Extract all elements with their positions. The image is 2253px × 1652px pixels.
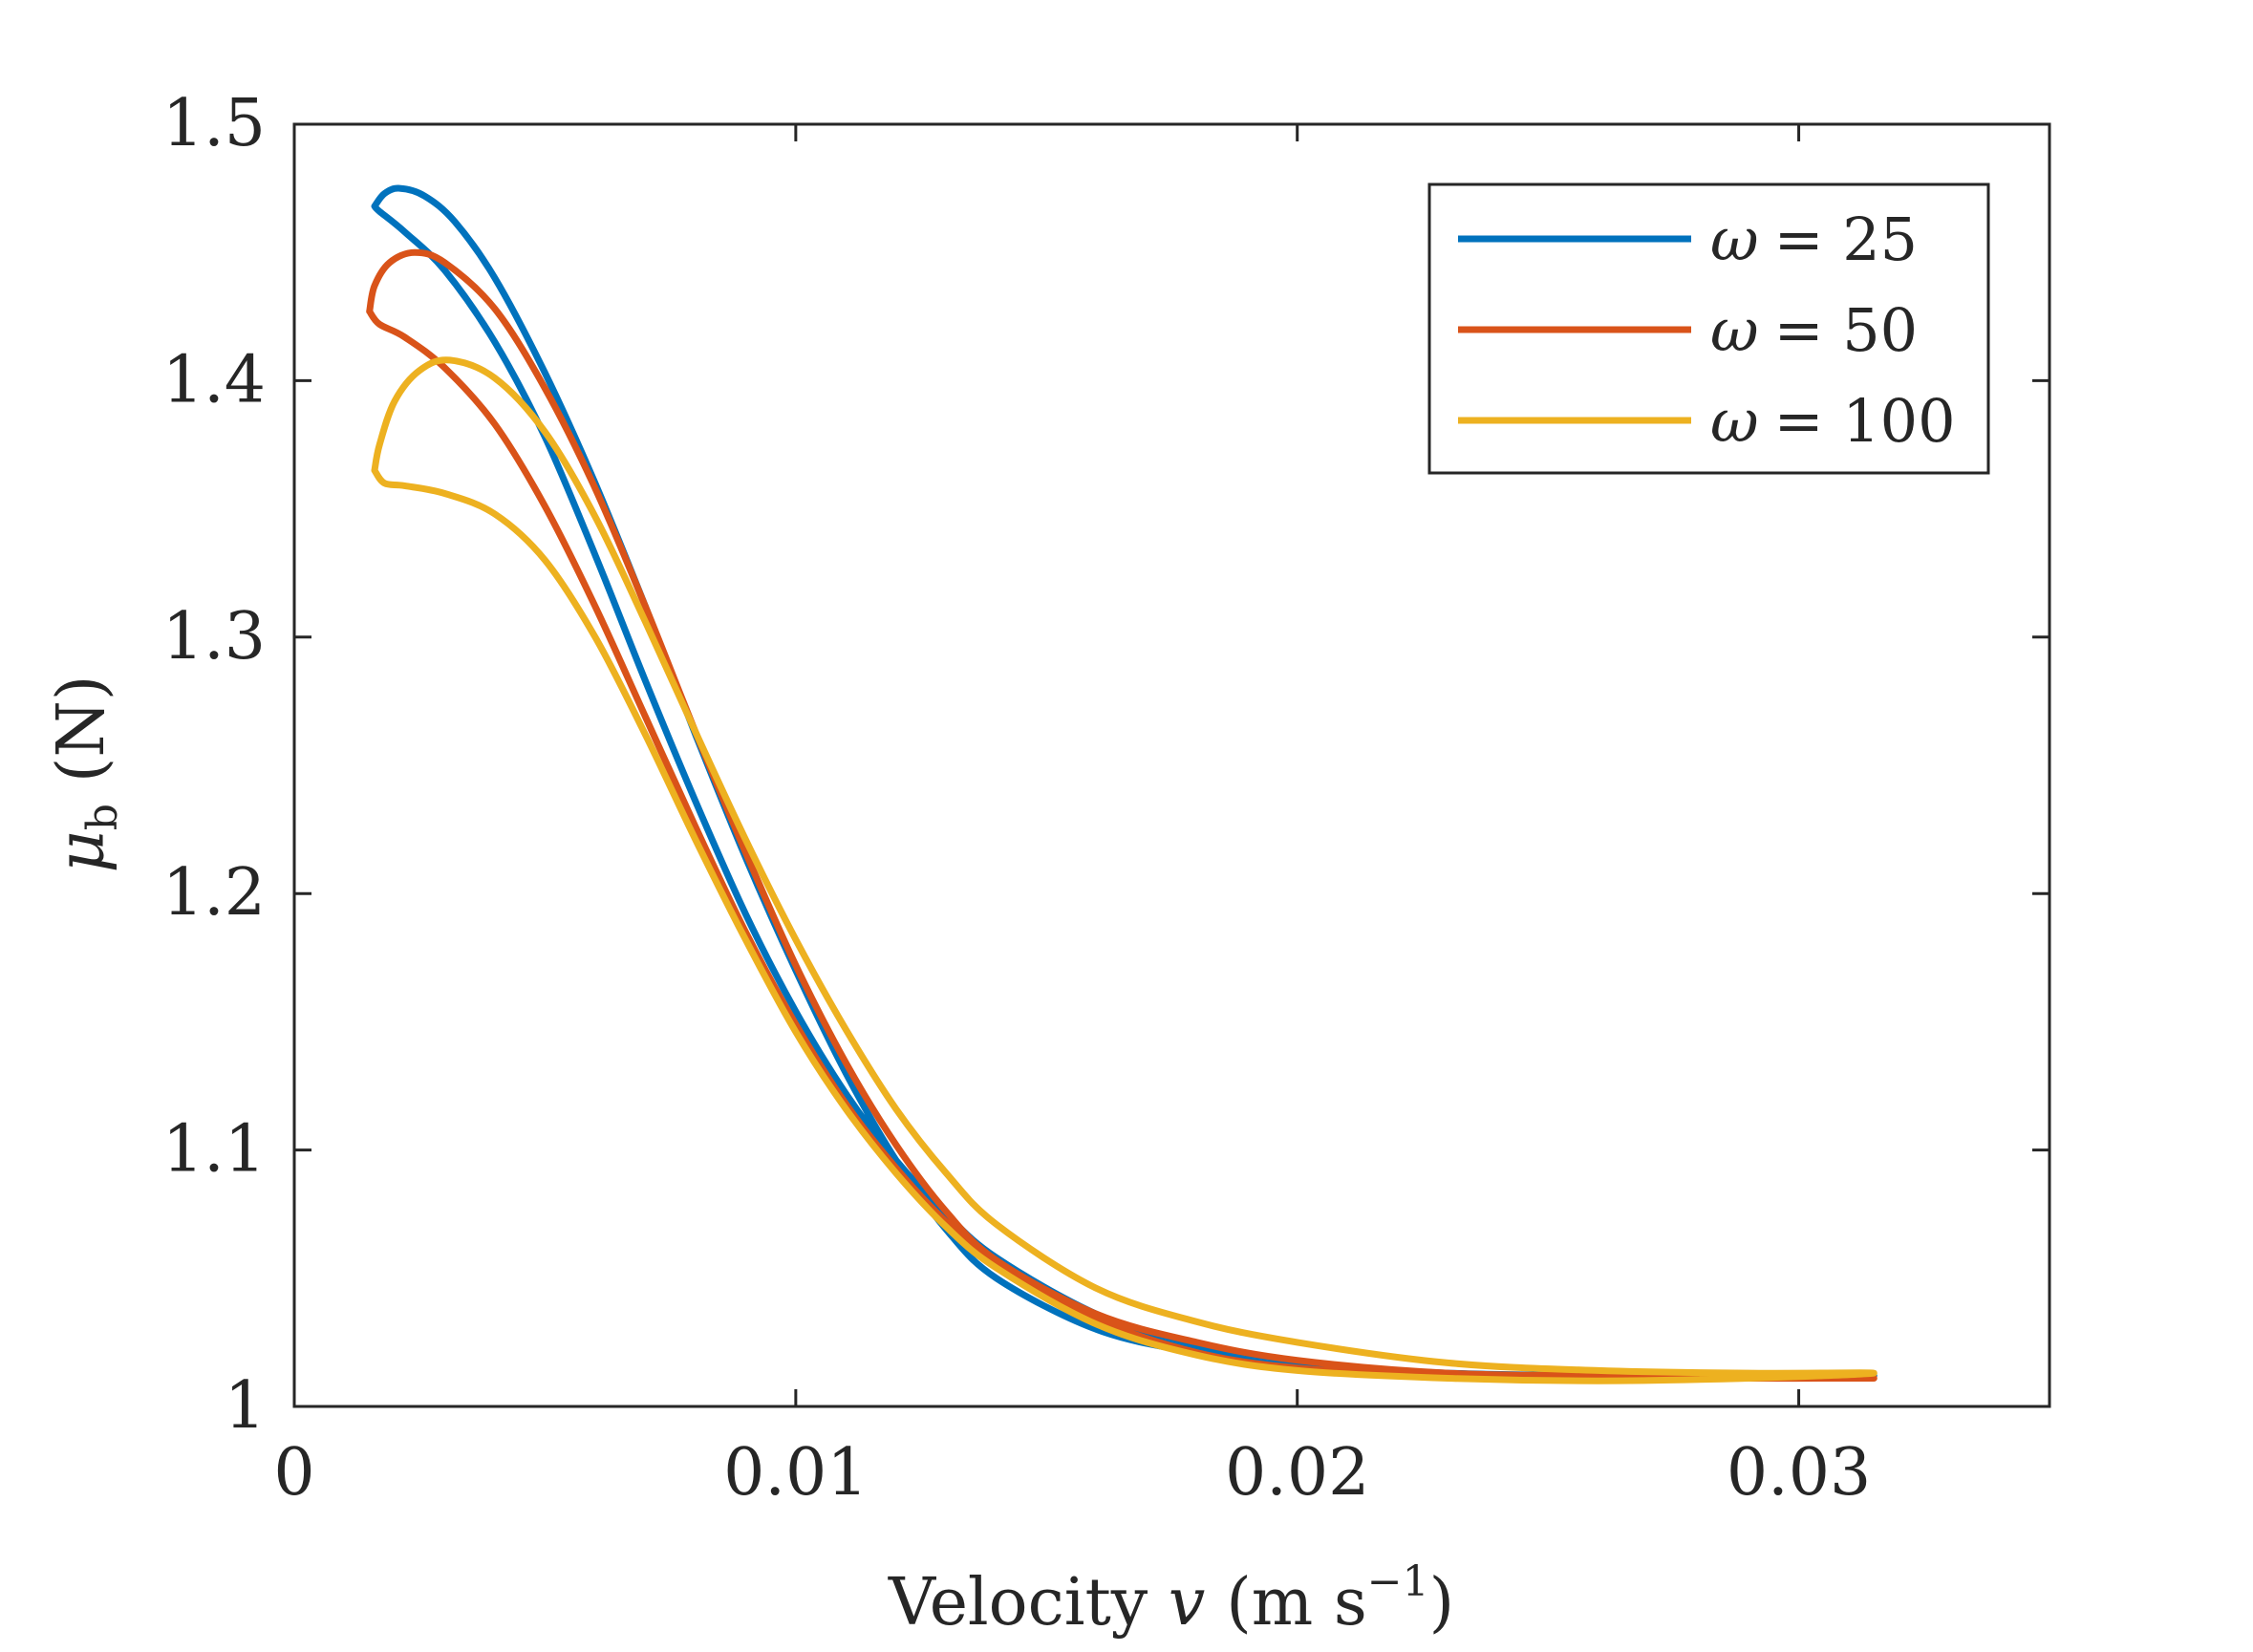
y-tick-label: 1.5: [162, 86, 266, 161]
legend-label-omega-25: ω = 25: [1710, 204, 1918, 274]
x-tick-label: 0.03: [1727, 1435, 1871, 1511]
y-tick-label: 1: [225, 1368, 266, 1444]
y-tick-label: 1.1: [162, 1112, 266, 1188]
y-axis-label: μb(N): [44, 676, 127, 873]
ticks-layer: 0 0.01 0.02 0.03 1 1.1 1.2 1.3 1.4 1.5: [162, 86, 2049, 1511]
y-tick-label: 1.3: [162, 599, 266, 675]
series-layer: [366, 184, 1878, 1384]
x-tick-label: 0.02: [1225, 1435, 1369, 1511]
legend-label-omega-50: ω = 50: [1710, 295, 1918, 365]
x-axis-label: Velocity v (m s−1): [888, 1557, 1454, 1641]
y-tick-label: 1.4: [162, 342, 266, 418]
legend-label-omega-100: ω = 100: [1710, 386, 1956, 456]
plot-frame: [292, 122, 2051, 1408]
x-tick-label: 0: [273, 1435, 314, 1511]
series-line-2: [371, 356, 1878, 1384]
y-tick-label: 1.2: [162, 855, 266, 931]
x-tick-label: 0.01: [723, 1435, 868, 1511]
legend: ω = 25 ω = 50 ω = 100: [1427, 182, 1990, 475]
